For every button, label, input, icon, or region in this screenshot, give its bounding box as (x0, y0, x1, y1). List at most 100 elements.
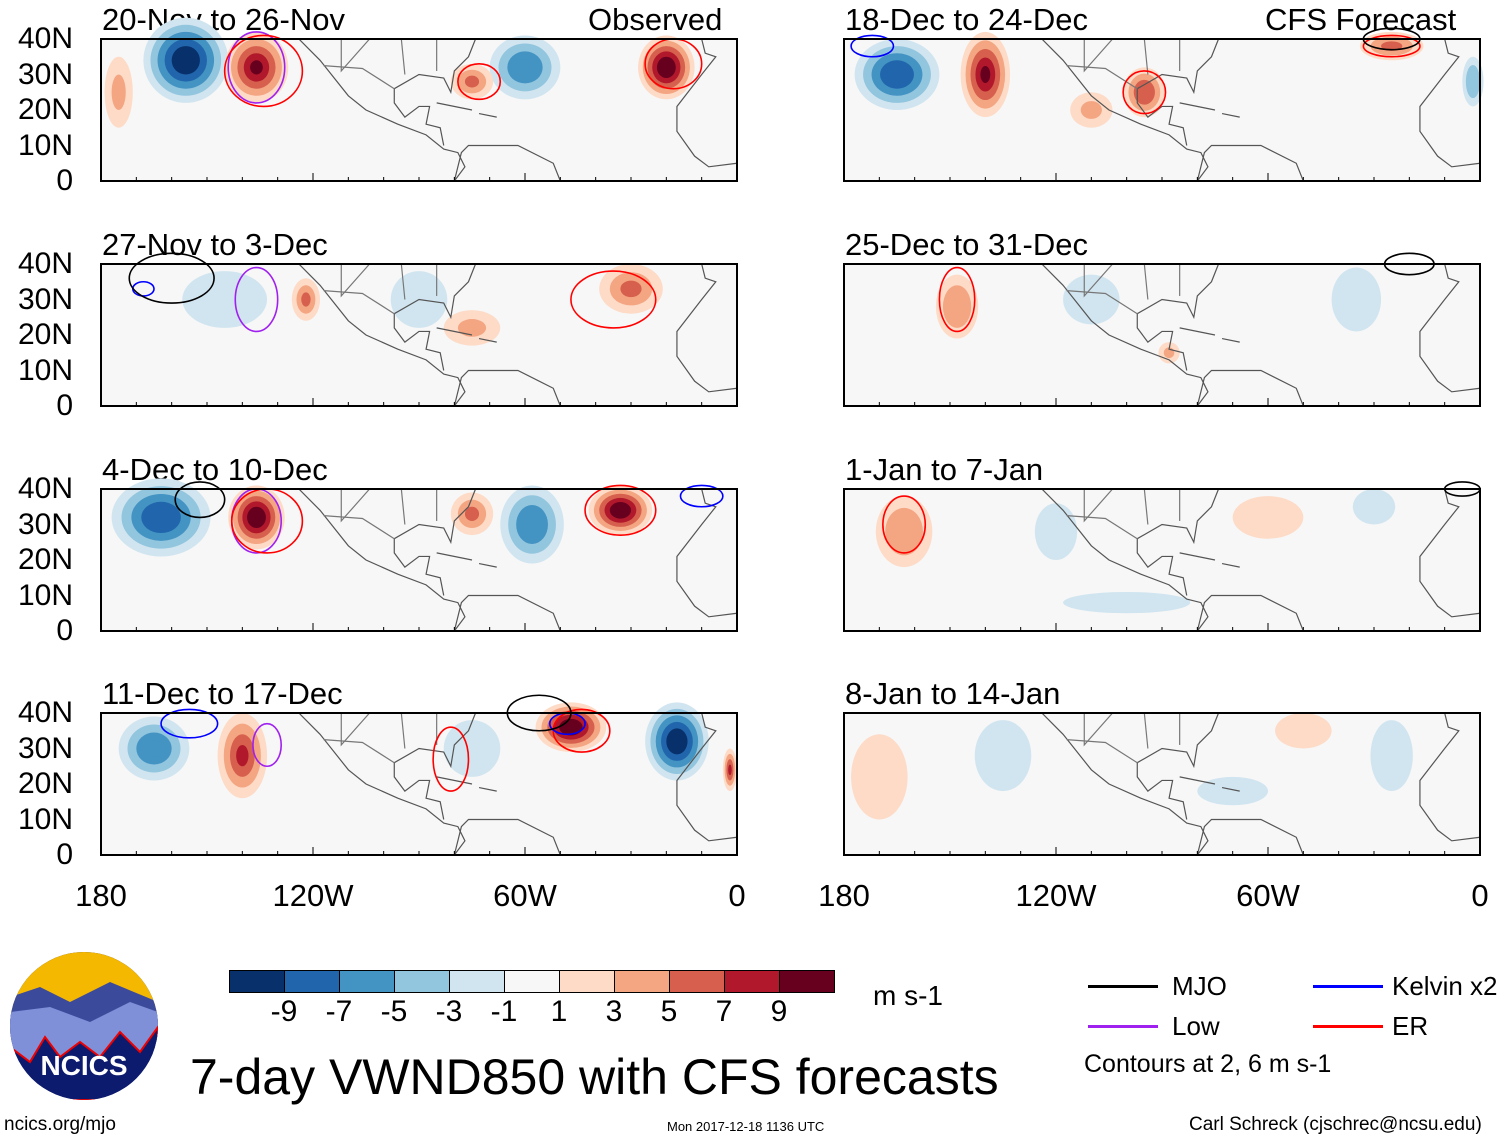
coastline (1179, 102, 1216, 111)
black-contour (174, 481, 226, 519)
coastline (400, 488, 406, 525)
colorbar-label: 9 (770, 995, 788, 1028)
coastline (393, 712, 477, 769)
lat-tick-label: 0 (56, 614, 73, 647)
anomaly-shading (236, 744, 249, 767)
map-panel (843, 481, 1481, 632)
coastline (1196, 369, 1304, 407)
anomaly-shading (1045, 517, 1067, 546)
anomaly-shading (565, 723, 577, 732)
red-contour (584, 484, 657, 536)
coastline (436, 327, 473, 336)
lat-tick-label: 30N (17, 282, 73, 316)
colorbar-swatch (779, 970, 835, 993)
coastline (1066, 515, 1138, 540)
anomaly-shading (728, 764, 732, 776)
anomaly-shading (865, 755, 894, 799)
anomaly-shading (457, 319, 487, 337)
panel-title: 1-Jan to 7-Jan (845, 452, 1044, 487)
coastline (400, 38, 406, 75)
coastline (1066, 739, 1138, 764)
legend-kelvin: Kelvin x2 (1392, 971, 1498, 1001)
coastline (676, 263, 738, 393)
red-contour (432, 726, 470, 792)
legend-line-er (1313, 1025, 1383, 1028)
coastline (1179, 552, 1216, 561)
anomaly-shading (1250, 506, 1286, 529)
anomaly-shading (950, 295, 965, 318)
coastline (1136, 538, 1188, 596)
coastline (676, 38, 738, 168)
coastline (453, 369, 561, 407)
lon-tick-label: 0 (728, 878, 746, 913)
coastline (478, 112, 497, 118)
lon-tick-label: 60W (1236, 878, 1300, 913)
source-url[interactable]: ncics.org/mjo (4, 1114, 116, 1135)
coastline (1419, 712, 1481, 842)
anomaly-shading (888, 67, 906, 82)
red-contour (223, 34, 304, 108)
coastline (478, 337, 497, 343)
map-panel (843, 712, 1481, 856)
coastline (1136, 88, 1188, 146)
coastline (1143, 38, 1149, 75)
anomaly-shading (988, 737, 1018, 774)
blue-contour (160, 708, 219, 739)
legend-low: Low (1172, 1011, 1220, 1041)
coastline (453, 144, 561, 182)
lon-tick-label: 180 (818, 878, 870, 913)
coastline (393, 762, 445, 820)
lat-tick-label: 40N (17, 696, 73, 729)
coastline (1136, 488, 1220, 545)
colorbar-units: m s-1 (873, 980, 943, 1011)
coastline (1419, 263, 1481, 393)
svg-text:NCICS: NCICS (40, 1050, 127, 1081)
legend-line-kelvin (1313, 985, 1383, 988)
legend-mjo: MJO (1172, 971, 1227, 1001)
colorbar-swatch (669, 970, 724, 993)
coastline (340, 488, 370, 523)
map-panel (100, 478, 738, 632)
logo: NCICS (10, 952, 158, 1100)
red-contour (938, 266, 976, 333)
anomaly-shading (524, 514, 541, 535)
colorbar-swatch (504, 970, 559, 993)
red-contour (570, 270, 657, 329)
coastline (1083, 263, 1113, 298)
lat-tick-label: 20N (17, 543, 73, 576)
coastline (676, 488, 738, 618)
anomaly-shading (1363, 497, 1385, 516)
colorbar-label: -1 (490, 995, 518, 1028)
anomaly-shading (301, 292, 311, 307)
anomaly-shading (1381, 41, 1403, 51)
anomaly-shading (178, 53, 193, 68)
anomaly-shading (1139, 86, 1150, 99)
colorbar-swatch (229, 970, 284, 993)
colorbar-swatch (614, 970, 669, 993)
legend-er: ER (1392, 1011, 1429, 1041)
coastline (478, 786, 497, 792)
coastline (1143, 712, 1149, 749)
anomaly-shading (250, 60, 263, 75)
coastline (400, 263, 406, 300)
coastline (1136, 263, 1220, 320)
anomaly-shading (671, 734, 683, 748)
purple-contour (234, 266, 279, 333)
coastline (453, 594, 561, 632)
panel-title: 25-Dec to 31-Dec (845, 227, 1088, 262)
coastline (1196, 144, 1304, 182)
colorbar-label: 1 (550, 995, 568, 1028)
lat-tick-label: 20N (17, 318, 73, 351)
blue-contour (679, 484, 724, 508)
lat-tick-label: 30N (17, 731, 73, 765)
coastline (1196, 594, 1304, 632)
panel-title: 18-Dec to 24-Dec (845, 2, 1088, 37)
lat-tick-label: 40N (17, 472, 73, 505)
coastline (676, 712, 738, 842)
map-panel (100, 252, 738, 407)
coastline (393, 538, 445, 596)
lat-tick-label: 0 (56, 389, 73, 422)
colorbar-swatch (724, 970, 779, 993)
coastline (1143, 488, 1149, 525)
